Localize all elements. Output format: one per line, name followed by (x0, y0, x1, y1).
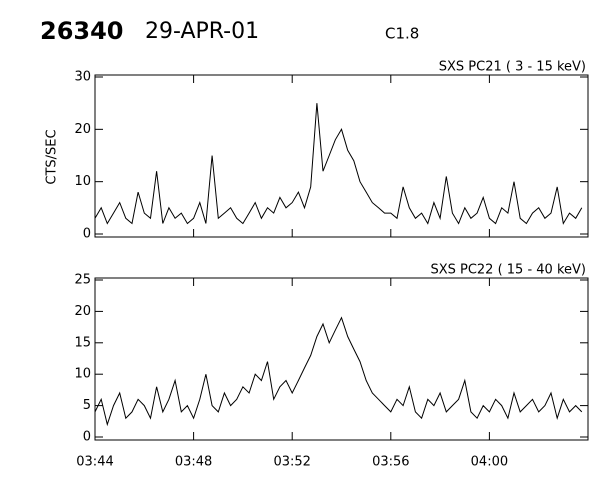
y-tick-label: 20 (74, 304, 91, 319)
event-id: 26340 (40, 17, 124, 45)
panel-title: SXS PC22 ( 15 - 40 keV) (430, 263, 586, 278)
data-line (94, 103, 583, 225)
y-tick-label: 5 (83, 398, 91, 413)
panel-title: SXS PC21 ( 3 - 15 keV) (439, 60, 586, 75)
x-tick-label: 03:44 (76, 455, 113, 470)
y-tick-label: 10 (74, 174, 91, 189)
x-tick-label: 03:52 (273, 455, 310, 470)
y-tick-label: 10 (74, 367, 91, 382)
plot-frame (94, 74, 589, 238)
x-tick-label: 04:00 (471, 455, 508, 470)
flare-class: C1.8 (385, 25, 419, 43)
data-line (94, 316, 583, 427)
y-tick-label: 20 (74, 122, 91, 137)
y-tick-label: 0 (83, 430, 91, 445)
y-tick-label: 15 (74, 335, 91, 350)
plot-frame (94, 277, 589, 441)
event-date: 29-APR-01 (145, 19, 259, 44)
x-tick-label: 03:48 (175, 455, 212, 470)
y-tick-label: 25 (74, 273, 91, 288)
y-tick-label: 0 (83, 227, 91, 242)
y-axis-label: CTS/SEC (45, 129, 60, 184)
x-tick-label: 03:56 (372, 455, 409, 470)
y-tick-label: 30 (74, 70, 91, 85)
